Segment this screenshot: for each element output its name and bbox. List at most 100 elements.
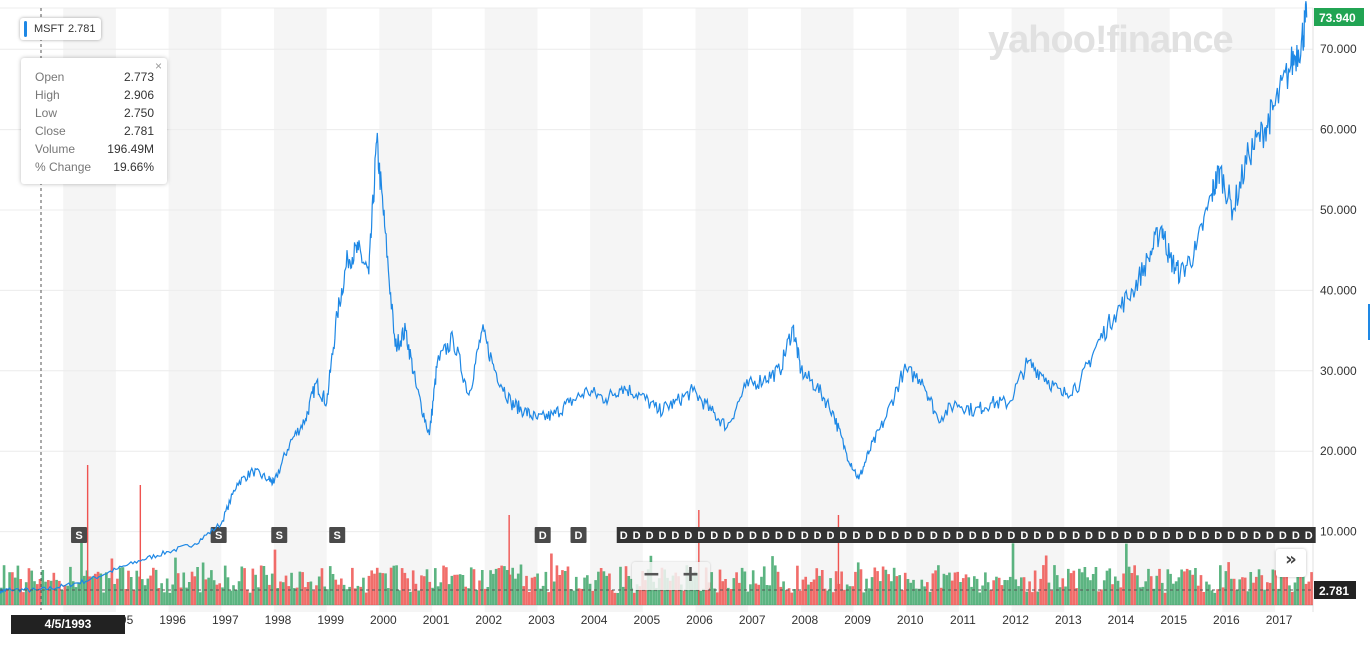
dividend-marker: D	[1111, 530, 1119, 542]
volume-bar	[715, 592, 719, 605]
volume-bar	[1158, 568, 1161, 605]
volume-bar	[820, 570, 824, 605]
dividend-marker: D	[943, 530, 951, 542]
volume-bar	[812, 579, 816, 605]
svg-text:S: S	[75, 530, 82, 542]
volume-bar	[232, 585, 235, 605]
year-band	[1222, 8, 1276, 612]
volume-bar	[591, 590, 595, 605]
dividend-marker: D	[1214, 530, 1222, 542]
volume-bar	[1019, 577, 1023, 605]
volume-bar	[19, 579, 22, 605]
volume-bar	[1252, 582, 1255, 605]
volume-bar	[218, 583, 221, 605]
volume-bar	[569, 589, 573, 605]
dividend-marker: D	[1007, 530, 1015, 542]
volume-bar	[171, 584, 175, 605]
volume-bar	[970, 586, 973, 605]
volume-bar	[533, 576, 537, 605]
volume-bar	[732, 578, 736, 605]
split-marker: S	[271, 527, 288, 543]
volume-bar	[259, 565, 263, 605]
volume-bar	[746, 591, 749, 605]
zoom-in-button[interactable]: +	[681, 562, 700, 587]
volume-bar	[635, 584, 639, 605]
dividend-marker: D	[995, 530, 1003, 542]
volume-bar	[295, 587, 299, 605]
volume-bar	[489, 570, 492, 605]
volume-bar	[384, 573, 387, 605]
volume-bar	[1042, 565, 1045, 605]
volume-bar	[1219, 565, 1222, 605]
volume-bar	[851, 586, 855, 605]
volume-bar	[624, 566, 628, 605]
volume-bar	[986, 582, 990, 605]
volume-bar	[215, 584, 219, 605]
volume-bar	[544, 571, 548, 605]
volume-bar	[586, 575, 589, 605]
year-band	[1011, 8, 1065, 612]
dividend-marker: D	[930, 530, 938, 542]
volume-bar	[1136, 575, 1139, 605]
volume-bar	[884, 569, 888, 605]
volume-bar	[881, 566, 885, 605]
volume-bar	[320, 568, 324, 605]
volume-bar	[458, 574, 462, 605]
volume-bar	[497, 568, 501, 605]
series-legend[interactable]: MSFT 2.781	[20, 18, 102, 40]
volume-bar	[317, 576, 321, 605]
volume-bar	[11, 572, 14, 605]
volume-bar	[619, 566, 622, 605]
volume-bar	[995, 576, 998, 605]
volume-bar	[992, 580, 995, 605]
x-tick-label: 1999	[317, 613, 344, 627]
svg-text:S: S	[215, 530, 222, 542]
split-marker: S	[210, 527, 227, 543]
volume-bar	[826, 590, 830, 605]
volume-bar	[1050, 590, 1054, 605]
volume-bar	[351, 567, 354, 605]
volume-bar	[832, 592, 835, 605]
svg-text:2.781: 2.781	[1319, 584, 1349, 598]
volume-bar	[516, 573, 520, 605]
close-icon[interactable]: ×	[154, 59, 162, 73]
volume-bar	[226, 577, 230, 605]
volume-bar	[953, 572, 957, 605]
volume-bar	[356, 585, 360, 605]
volume-bar	[707, 582, 711, 605]
volume-bar	[602, 571, 606, 605]
y-tick-label: 60.000	[1320, 123, 1357, 137]
volume-bar	[865, 578, 868, 605]
volume-bar	[608, 573, 611, 605]
tooltip-row-volume: Volume 196.49M	[35, 142, 154, 156]
volume-bar	[66, 585, 69, 605]
dividend-marker: D	[1059, 530, 1067, 542]
x-tick-label: 2011	[950, 613, 976, 627]
zoom-out-button[interactable]: −	[642, 562, 661, 587]
volume-bar	[1238, 579, 1241, 605]
volume-bar	[143, 585, 147, 605]
last-price-label: 73.940	[1314, 8, 1364, 26]
volume-bar	[702, 588, 705, 605]
dividend-marker: D	[827, 530, 835, 542]
volume-bar	[1155, 575, 1159, 605]
volume-bar	[1307, 581, 1311, 605]
volume-bar	[577, 588, 581, 605]
x-tick-label: 2008	[792, 613, 819, 627]
volume-bar	[1119, 587, 1123, 605]
volume-bar	[251, 568, 255, 605]
volume-bar	[364, 592, 368, 605]
expand-chart-button[interactable]: »	[1276, 549, 1306, 577]
x-tick-label: 2000	[370, 613, 397, 627]
dividend-marker: D	[646, 530, 654, 542]
volume-bar	[563, 571, 567, 605]
volume-bar	[284, 575, 288, 605]
volume-bar	[773, 565, 777, 605]
volume-bar	[378, 572, 382, 605]
volume-bar	[290, 572, 293, 605]
volume-bars	[0, 465, 1313, 605]
volume-bar	[1169, 573, 1172, 605]
x-tick-label: 2007	[739, 613, 766, 627]
